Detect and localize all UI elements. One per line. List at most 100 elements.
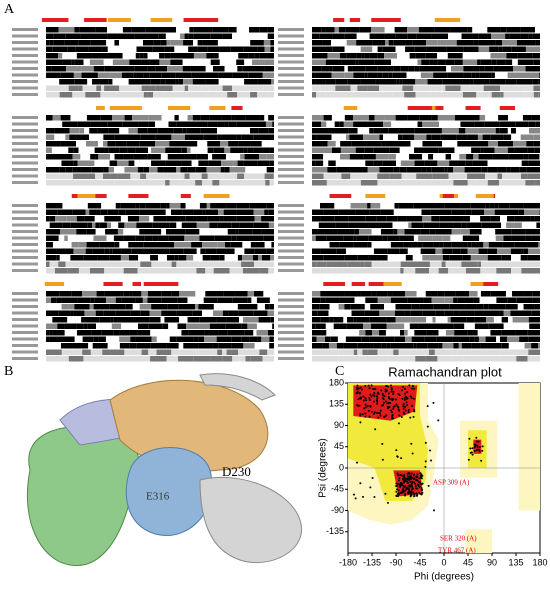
alignment-cell [491, 59, 497, 65]
alignment-cell [134, 160, 152, 166]
secondary-structure [109, 106, 136, 110]
alignment-cell [253, 330, 257, 336]
alignment-cell [484, 53, 491, 59]
alignment-cell [46, 46, 53, 52]
alignment-cell [384, 33, 396, 39]
alignment-cell [217, 297, 233, 303]
alignment-cell [446, 229, 452, 235]
alignment-cell [249, 203, 261, 209]
alignment-cell [193, 209, 203, 215]
alignment-cell [353, 242, 368, 248]
alignment-cell [236, 209, 254, 215]
alignment-cell [237, 304, 250, 310]
alignment-cell [467, 141, 479, 147]
alignment-cell [188, 134, 204, 140]
alignment-cell [139, 141, 156, 147]
residue-point [409, 395, 412, 398]
alignment-cell [426, 330, 439, 336]
alignment-cell [165, 209, 172, 215]
alignment-cell [188, 85, 202, 91]
alignment-cell [386, 317, 396, 323]
alignment-cell [91, 330, 102, 336]
alignment-cell [180, 33, 185, 39]
alignment-cell [400, 330, 405, 336]
alignment-cell [499, 310, 504, 316]
alignment-cell [381, 343, 387, 349]
alignment-cell [404, 229, 417, 235]
x-tick-label: -90 [389, 557, 402, 567]
alignment-cell [449, 160, 458, 166]
alignment-cell [143, 92, 148, 98]
alignment-cell [532, 33, 540, 39]
alignment-cell [462, 92, 477, 98]
alignment-cell [498, 46, 503, 52]
alignment-cell [367, 121, 384, 127]
alignment-cell [186, 128, 201, 134]
alignment-cell [158, 235, 169, 241]
alignment-cell [530, 261, 540, 267]
residue-point [385, 389, 388, 392]
residue-point [386, 501, 389, 504]
residue-point [437, 419, 440, 422]
alignment-cell [99, 317, 111, 323]
alignment-cell [89, 268, 105, 274]
alignment-cell [90, 85, 97, 91]
alignment-cell [371, 291, 377, 297]
residue-point [356, 461, 359, 464]
alignment-cell [231, 235, 237, 241]
alignment-cell [126, 141, 140, 147]
alignment-cell [516, 79, 533, 85]
alignment-cell [249, 235, 264, 241]
alignment-cell [527, 222, 537, 228]
alignment-cell [210, 33, 223, 39]
sequence-name [278, 298, 304, 302]
alignment-cell [315, 72, 332, 78]
alignment-cell [349, 134, 364, 140]
alignment-cell [508, 115, 523, 121]
alignment-cell [393, 349, 399, 355]
alignment-cell [485, 173, 498, 179]
sequence-name [278, 54, 304, 57]
alignment-cell [517, 53, 533, 59]
alignment-cell [171, 134, 185, 140]
alignment-cell [405, 209, 422, 215]
residue-point [390, 390, 393, 393]
alignment-cell [46, 330, 50, 336]
alignment-cell [46, 255, 57, 261]
alignment-cell [226, 317, 240, 323]
alignment-cell [320, 317, 330, 323]
residue-point [475, 440, 478, 443]
alignment-cell [238, 310, 254, 316]
secondary-structure [107, 18, 131, 22]
alignment-cell [367, 242, 372, 248]
plot-title: Ramachandran plot [388, 364, 502, 379]
alignment-cell [312, 147, 319, 153]
alignment-cell [405, 255, 413, 261]
alignment-cell [101, 330, 114, 336]
alignment-cell [341, 59, 356, 65]
residue-point [405, 401, 408, 404]
residue-point [406, 397, 409, 400]
alignment-cell [323, 173, 334, 179]
alignment-cell [527, 147, 535, 153]
alignment-cell [365, 356, 381, 362]
secondary-structure [465, 106, 481, 110]
alignment-cell [264, 59, 274, 65]
alignment-cell [213, 261, 230, 267]
alignment-cell [135, 336, 152, 342]
alignment-cell [79, 180, 97, 186]
alignment-cell [223, 209, 237, 215]
alignment-cell [46, 141, 61, 147]
alignment-cell [253, 85, 264, 91]
alignment-cell [467, 173, 482, 179]
alignment-cell [135, 203, 140, 209]
alignment-cell [366, 141, 382, 147]
alignment-cell [538, 92, 540, 98]
alignment-cell [202, 242, 218, 248]
alignment-cell [69, 349, 83, 355]
alignment-cell [227, 304, 238, 310]
residue-point [471, 453, 474, 456]
alignment-cell [321, 121, 327, 127]
alignment-cell [429, 268, 439, 274]
alignment-cell [312, 115, 324, 121]
